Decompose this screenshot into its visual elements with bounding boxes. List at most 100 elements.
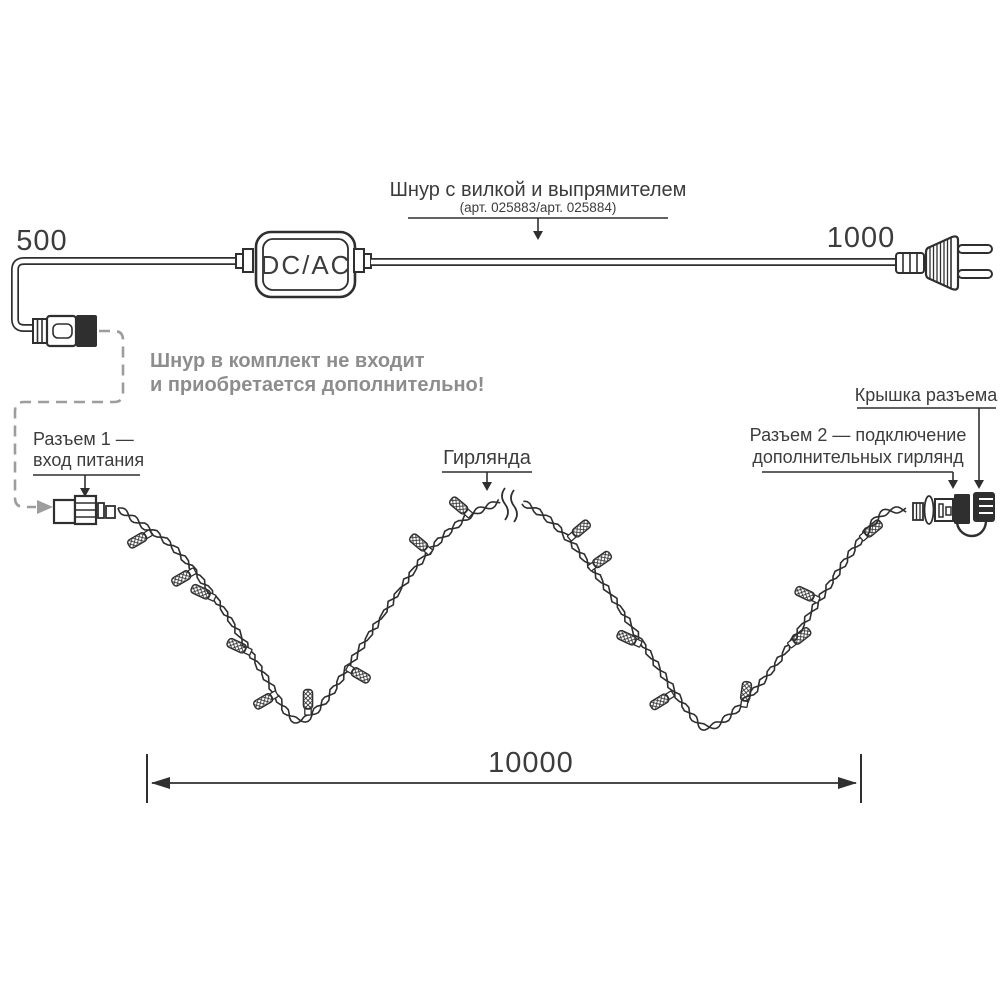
cord-output-connector (32, 314, 97, 348)
bulb-body (649, 693, 670, 711)
bulb-body (302, 688, 314, 710)
bulb-body (794, 585, 815, 602)
garland-callout: Гирлянда (442, 447, 532, 491)
connector1-arrowhead (80, 488, 90, 497)
dashed-route (13, 329, 125, 514)
garland-bulb (858, 519, 884, 542)
cord-callout: Шнур с вилкой и выпрямителем (арт. 02588… (390, 179, 687, 240)
garland-bulb (171, 567, 197, 587)
cord-callout-arrowhead (533, 231, 543, 240)
connector-cap (973, 492, 995, 522)
garland-bulb (345, 664, 371, 684)
garland-connector2 (912, 492, 995, 538)
cap-callout: Крышка разъема (855, 385, 998, 489)
converter-label: DC/AC (261, 250, 352, 280)
power-plug (895, 235, 993, 291)
dcac-converter: DC/AC (235, 230, 372, 299)
connector1-neck (97, 502, 105, 519)
garland-bulb (226, 637, 253, 656)
garland-bulb (566, 519, 592, 542)
garland-bulb (127, 529, 153, 549)
connector2-black-socket (954, 494, 970, 524)
dashed-connection-path (13, 329, 125, 509)
garland-bulb (786, 626, 812, 649)
garland-bulb (794, 585, 821, 604)
garland-arrowhead (482, 482, 492, 491)
cord-label: Шнур с вилкой и выпрямителем (390, 179, 687, 201)
garland-bulb (302, 688, 314, 716)
converter-right-nipple (363, 253, 372, 269)
garland-bulb (448, 496, 474, 519)
connector1-label-line2: вход питания (33, 450, 144, 470)
converter-inner-case (262, 238, 349, 291)
connector2-callout: Разъем 2 — подключение дополнительных ги… (750, 425, 967, 489)
garland-bulb (649, 690, 675, 711)
note-line1: Шнур в комплект не входит (150, 350, 425, 372)
bulb-body (616, 629, 637, 646)
not-included-note: Шнур в комплект не входит и приобретаетс… (150, 350, 484, 396)
bulb-body (571, 519, 592, 538)
power-cord-assembly: 500 1000 DC/AC (11, 222, 993, 348)
plug-prong-top (957, 244, 993, 254)
garland-wire-strand (118, 501, 907, 731)
connector1-label-line1: Разъем 1 — (33, 429, 134, 449)
bulb-body (592, 550, 613, 569)
connector2-arrowhead (948, 480, 958, 489)
bulb-body (863, 519, 884, 538)
bulb-body (408, 533, 429, 552)
converter-left-tab (242, 248, 254, 273)
cord-wire-left-core (12, 258, 242, 331)
garland-bulb (616, 629, 643, 648)
dimension-arrowhead-left (151, 777, 170, 789)
cord-length-left: 500 (16, 225, 67, 257)
connector-latch (52, 323, 73, 339)
bulb-body (739, 680, 753, 702)
cord-length-right: 1000 (827, 222, 896, 254)
connector2-neck (912, 502, 924, 521)
plug-body (924, 235, 960, 291)
bulb-body (226, 637, 247, 654)
garland-connector1 (52, 494, 116, 526)
plug-body-ribs (929, 239, 949, 287)
bulb-body (253, 693, 274, 710)
connector1-callout: Разъем 1 — вход питания (33, 429, 144, 497)
garland-bulb (587, 550, 613, 572)
garland-label: Гирлянда (443, 447, 532, 469)
connector2-label-line2: дополнительных гирлянд (752, 447, 964, 467)
bulb-body (791, 626, 812, 645)
plug-prong-bottom (957, 269, 993, 279)
wire-break-symbol (501, 487, 518, 523)
dimension-arrowhead-right (838, 777, 857, 789)
bulb-body (448, 496, 469, 515)
connector-black-tip (76, 315, 97, 347)
cap-tether (955, 521, 988, 538)
bulb-body (190, 583, 211, 600)
note-line2: и приобретается дополнительно! (150, 374, 484, 396)
connector2-label-line1: Разъем 2 — подключение (750, 425, 967, 445)
bulb-body (171, 570, 192, 587)
garland-bulb (739, 680, 753, 708)
cord-art-label: (арт. 025883/арт. 025884) (460, 200, 617, 215)
converter-right-tab (353, 248, 365, 273)
cap-label: Крышка разъема (855, 385, 998, 405)
garland-string (117, 496, 907, 731)
garland-bulb (253, 690, 279, 710)
garland-wire-strand (117, 498, 907, 730)
bulb-body (350, 667, 371, 684)
dashed-arrowhead (37, 500, 53, 514)
total-length-value: 10000 (488, 747, 574, 779)
cap-arrowhead (974, 480, 984, 489)
connector2-detail (945, 506, 952, 516)
total-length-dimension: 10000 (146, 747, 862, 803)
connector1-plug-body (52, 498, 77, 525)
connector1-boot (105, 505, 116, 519)
bulb-body (127, 532, 148, 549)
connector2-ring (923, 495, 935, 525)
connector-gland (32, 318, 48, 344)
garland-bulb (408, 533, 434, 556)
converter-left-nipple (235, 253, 244, 269)
connector2-detail (938, 503, 944, 518)
garland-bulb (190, 583, 217, 602)
